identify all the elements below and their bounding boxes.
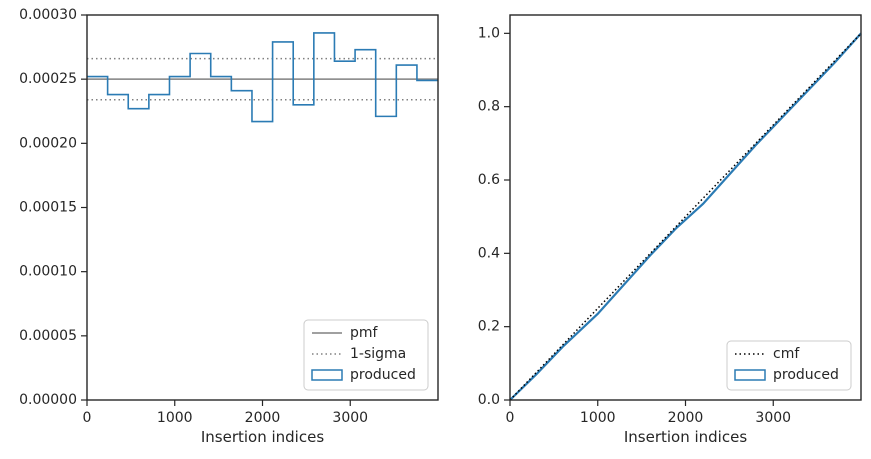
axes-frame bbox=[509, 14, 862, 401]
legend-label-produced: produced bbox=[773, 367, 839, 383]
y-tick-label: 0.2 bbox=[478, 319, 500, 335]
x-tick-label: 1000 bbox=[580, 410, 616, 426]
produced-histogram bbox=[87, 32, 438, 123]
y-tick-label: 0.00000 bbox=[19, 392, 77, 408]
produced-curve bbox=[509, 32, 862, 401]
pmf-panel: 0 1000 2000 3000 0.00000 0.00005 0.00010 0.0001… bbox=[19, 7, 439, 446]
legend-handle-produced bbox=[734, 369, 766, 381]
x-tick-label: 0 bbox=[506, 410, 515, 426]
legend-box bbox=[303, 319, 429, 391]
legend-label-pmf: pmf bbox=[350, 325, 379, 341]
y-tick-label: 0.00015 bbox=[19, 200, 77, 216]
legend-label-cmf: cmf bbox=[773, 346, 800, 362]
y-tick-label: 0.4 bbox=[478, 245, 500, 261]
legend-label-produced: produced bbox=[350, 367, 416, 383]
x-tick-label: 2000 bbox=[245, 410, 281, 426]
x-tick-label: 0 bbox=[83, 410, 92, 426]
y-tick-label: 0.00020 bbox=[19, 135, 77, 151]
axes-frame bbox=[86, 14, 439, 401]
legend-label-1-sigma: 1-sigma bbox=[350, 346, 406, 362]
y-tick-label: 0.6 bbox=[478, 172, 500, 188]
y-tick-label: 1.0 bbox=[478, 25, 500, 41]
x-tick-label: 3000 bbox=[332, 410, 368, 426]
y-tick-label: 0.8 bbox=[478, 99, 500, 115]
cmf-line bbox=[509, 32, 862, 401]
x-axis-label: Insertion indices bbox=[201, 428, 324, 446]
y-tick-label: 0.00010 bbox=[19, 264, 77, 280]
x-tick-label: 2000 bbox=[668, 410, 704, 426]
y-tick-label: 0.00025 bbox=[19, 71, 77, 87]
legend-handle-produced bbox=[311, 369, 343, 381]
y-tick-label: 0.0 bbox=[478, 392, 500, 408]
cmf-panel: 0 1000 2000 3000 0.0 0.2 0.4 0.6 0.8 1.0 Insertion… bbox=[478, 14, 862, 446]
y-tick-label: 0.00030 bbox=[19, 7, 77, 23]
x-tick-label: 3000 bbox=[755, 410, 791, 426]
x-tick-label: 1000 bbox=[157, 410, 193, 426]
x-axis-label: Insertion indices bbox=[624, 428, 747, 446]
y-tick-label: 0.00005 bbox=[19, 328, 77, 344]
